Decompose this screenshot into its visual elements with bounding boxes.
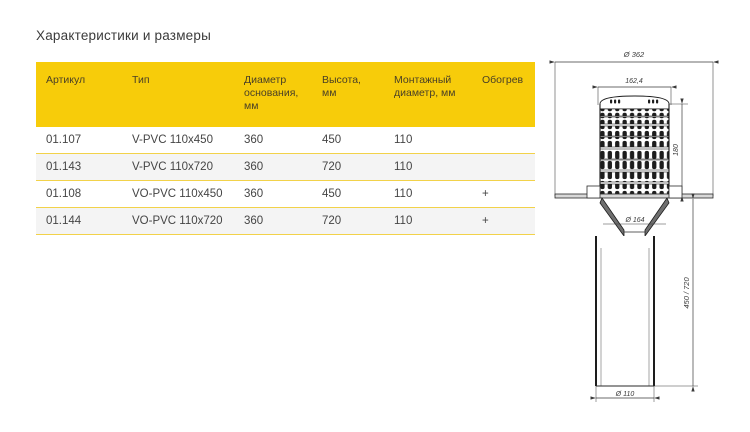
cell-heating — [474, 153, 535, 181]
table-header-row: Артикул Тип Диаметр основания, мм Высота… — [36, 62, 535, 127]
cell-mounting-diameter: 110 — [386, 153, 474, 181]
dimension-label-pipe-length: 450 / 720 — [682, 277, 691, 309]
specifications-panel: Характеристики и размеры Артикул Тип Диа… — [36, 28, 535, 235]
dimension-label-flange-diameter: Ø 164 — [624, 217, 644, 224]
dimension-pipe-diameter: Ø 110 — [590, 386, 660, 402]
dimension-label-cap-width: 162,4 — [625, 78, 643, 85]
dimension-pipe-length: 450 / 720 — [654, 193, 698, 392]
table-body: 01.107 V-PVC 110x450 360 450 110 01.143 … — [36, 127, 535, 235]
cell-article: 01.107 — [36, 127, 124, 154]
cell-article: 01.143 — [36, 153, 124, 181]
page-title: Характеристики и размеры — [36, 28, 211, 43]
table-row: 01.143 V-PVC 110x720 360 720 110 — [36, 153, 535, 181]
specifications-table: Артикул Тип Диаметр основания, мм Высота… — [36, 62, 535, 235]
cell-mounting-diameter: 110 — [386, 127, 474, 154]
dimension-cap-width: 162,4 — [592, 78, 677, 105]
table-header: Артикул Тип Диаметр основания, мм Высота… — [36, 62, 535, 127]
cell-height: 720 — [314, 153, 386, 181]
deflector-cap — [599, 95, 670, 196]
cell-mounting-diameter: 110 — [386, 180, 474, 208]
table-row: 01.144 VO-PVC 110x720 360 720 110 + — [36, 207, 535, 235]
cell-type: VO-PVC 110x720 — [124, 207, 236, 235]
cell-base-diameter: 360 — [236, 127, 314, 154]
cell-heating — [474, 127, 535, 154]
cell-type: V-PVC 110x450 — [124, 127, 236, 154]
cell-height: 450 — [314, 180, 386, 208]
cell-article: 01.108 — [36, 180, 124, 208]
cell-heating: + — [474, 180, 535, 208]
column-header-article: Артикул — [36, 62, 124, 127]
dimension-cap-height: 180 — [669, 98, 688, 202]
column-header-mounting-diameter: Монтажный диаметр, мм — [386, 62, 474, 127]
base-flange — [554, 185, 714, 199]
cell-article: 01.144 — [36, 207, 124, 235]
dimension-flange-diameter: Ø 164 — [603, 217, 666, 225]
column-header-type: Тип — [124, 62, 236, 127]
column-header-height: Высота, мм — [314, 62, 386, 127]
cell-type: VO-PVC 110x450 — [124, 180, 236, 208]
cell-base-diameter: 360 — [236, 207, 314, 235]
cell-height: 450 — [314, 127, 386, 154]
technical-drawing: Ø 362 162,4 — [540, 0, 750, 432]
dimension-label-outer-diameter: Ø 362 — [623, 50, 645, 59]
cell-heating: + — [474, 207, 535, 235]
cell-mounting-diameter: 110 — [386, 207, 474, 235]
column-header-base-diameter: Диаметр основания, мм — [236, 62, 314, 127]
dimension-outer-diameter: Ø 362 — [549, 50, 719, 196]
cell-base-diameter: 360 — [236, 153, 314, 181]
table-row: 01.108 VO-PVC 110x450 360 450 110 + — [36, 180, 535, 208]
dimension-label-pipe-diameter: Ø 110 — [615, 391, 635, 398]
pipe-body — [595, 236, 655, 387]
cell-type: V-PVC 110x720 — [124, 153, 236, 181]
column-header-heating: Обогрев — [474, 62, 535, 127]
table-row: 01.107 V-PVC 110x450 360 450 110 — [36, 127, 535, 154]
dimension-label-cap-height: 180 — [673, 144, 680, 156]
cell-base-diameter: 360 — [236, 180, 314, 208]
cell-height: 720 — [314, 207, 386, 235]
